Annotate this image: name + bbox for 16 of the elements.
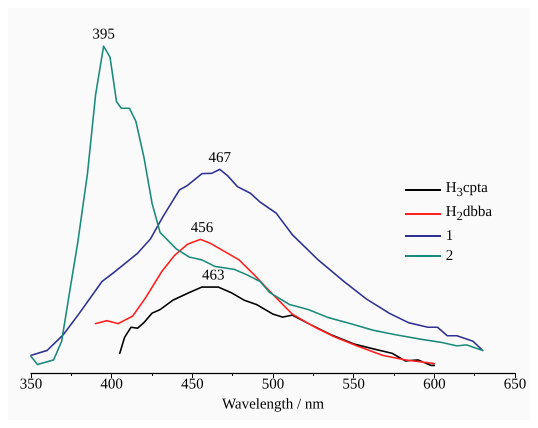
x-tick-label: 650 xyxy=(504,376,526,392)
annotation: 395 xyxy=(92,26,115,43)
annotation: 463 xyxy=(202,268,225,284)
x-axis-title: Wavelength / nm xyxy=(222,396,324,412)
x-tick-label: 450 xyxy=(181,376,204,392)
x-tick-label: 350 xyxy=(20,376,42,392)
annotation: 467 xyxy=(208,150,232,166)
legend-label: 2 xyxy=(446,247,454,266)
x-tick-label: 600 xyxy=(423,376,446,392)
x-tick-label: 400 xyxy=(100,376,123,392)
legend-label: H$_{2}$dbba xyxy=(446,203,492,225)
legend-label: 1 xyxy=(446,227,454,246)
legend-label: H$_{3}$cpta xyxy=(446,179,488,201)
x-tick-label: 500 xyxy=(262,376,284,392)
annotation: 456 xyxy=(190,220,214,236)
x-tick-label: 550 xyxy=(342,376,365,392)
